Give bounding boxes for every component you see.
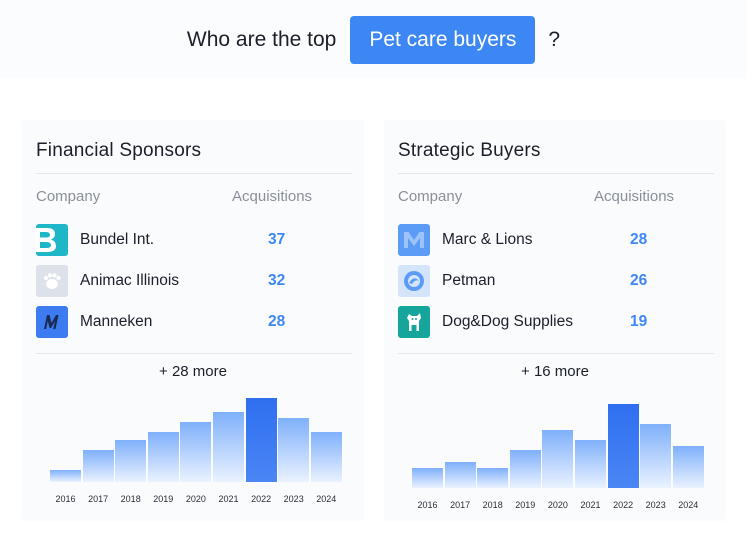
chart-bar-2023: [278, 418, 310, 482]
acquisitions-count: 28: [268, 313, 286, 330]
acquisitions-count: 28: [630, 231, 648, 248]
x-axis-tick-label: 2017: [88, 494, 109, 504]
company-name: Dog&Dog Supplies: [442, 313, 573, 330]
acquisitions-count: 37: [268, 231, 286, 248]
column-header-acquisitions: Acquisitions: [232, 188, 313, 205]
table-row[interactable]: Bundel Int. 37: [36, 224, 336, 256]
x-axis-tick-label: 2021: [580, 500, 601, 510]
acquisitions-by-year-chart: 2016 2017 2018 2019 2020 2021 2022 2023 2024: [22, 390, 364, 516]
x-axis-tick-label: 2016: [55, 494, 76, 504]
financial-sponsors-panel: Financial Sponsors Company Acquisitions …: [22, 120, 364, 521]
strategic-buyers-panel: Strategic Buyers Company Acquisitions Ma…: [384, 120, 726, 521]
x-axis-tick-label: 2023: [283, 494, 304, 504]
company-name: Petman: [442, 272, 496, 289]
x-axis-tick-label: 2022: [251, 494, 272, 504]
panel-title: Financial Sponsors: [36, 140, 202, 161]
x-axis-tick-label: 2020: [547, 500, 568, 510]
bundel-logo-icon: [36, 224, 68, 256]
title-divider: [398, 173, 714, 174]
chart-bar-2021: [213, 412, 244, 482]
table-row[interactable]: Dog&Dog Supplies 19: [398, 306, 698, 338]
paw-logo-icon: [36, 265, 68, 297]
x-axis-tick-label: 2018: [120, 494, 141, 504]
chart-bar-2019: [509, 450, 541, 488]
acquisitions-by-year-chart: 2016 2017 2018 2019 2020 2021 2022 2023 2024: [384, 390, 726, 516]
question-sentence: Who are the top Pet care buyers ?: [0, 16, 747, 64]
chart-bar-2018: [477, 468, 509, 488]
category-selector-button[interactable]: Pet care buyers: [350, 16, 536, 64]
company-name: Animac Illinois: [80, 272, 180, 289]
question-mark: ?: [548, 28, 561, 51]
chart-bar-2022: [607, 404, 639, 488]
company-name: Marc & Lions: [442, 231, 533, 248]
x-axis-tick-label: 2023: [645, 500, 666, 510]
chart-bar-2018: [115, 440, 147, 482]
x-axis-tick-label: 2022: [613, 500, 634, 510]
title-divider: [36, 173, 352, 174]
x-axis-tick-label: 2024: [678, 500, 699, 510]
table-row[interactable]: Petman 26: [398, 265, 698, 297]
chart-bar-2020: [542, 430, 574, 488]
question-prefix: Who are the top: [186, 28, 337, 51]
acquisitions-count: 19: [630, 313, 648, 330]
table-divider: [36, 353, 352, 354]
x-axis-tick-label: 2019: [515, 500, 536, 510]
acquisitions-count: 32: [268, 272, 286, 289]
chart-bar-2024: [672, 446, 704, 488]
show-more-link[interactable]: + 16 more: [521, 363, 589, 380]
round-logo-icon: [398, 265, 430, 297]
company-name: Manneken: [80, 313, 153, 330]
show-more-link[interactable]: + 28 more: [159, 363, 227, 380]
column-header-company: Company: [36, 188, 101, 205]
chart-bar-2016: [50, 470, 81, 482]
chart-bar-2017: [444, 462, 476, 488]
x-axis-tick-label: 2024: [316, 494, 337, 504]
chart-bar-2019: [147, 432, 179, 482]
table-row[interactable]: Animac Illinois 32: [36, 265, 336, 297]
column-header-company: Company: [398, 188, 463, 205]
m-italic-logo-icon: [36, 306, 68, 338]
chart-bar-2017: [82, 450, 114, 482]
column-header-acquisitions: Acquisitions: [594, 188, 675, 205]
x-axis-tick-label: 2021: [218, 494, 239, 504]
chart-bar-2023: [640, 424, 672, 488]
x-axis-tick-label: 2016: [417, 500, 438, 510]
x-axis-tick-label: 2017: [450, 500, 471, 510]
chart-bar-2024: [310, 432, 342, 482]
chart-bar-2021: [575, 440, 606, 488]
table-divider: [398, 353, 714, 354]
panel-title: Strategic Buyers: [398, 140, 541, 161]
m-block-logo-icon: [398, 224, 430, 256]
table-row[interactable]: Marc & Lions 28: [398, 224, 698, 256]
chart-bar-2020: [180, 422, 212, 482]
company-name: Bundel Int.: [80, 231, 155, 248]
acquisitions-count: 26: [630, 272, 648, 289]
x-axis-tick-label: 2018: [482, 500, 503, 510]
dog-logo-icon: [398, 306, 430, 338]
table-row[interactable]: Manneken 28: [36, 306, 336, 338]
x-axis-tick-label: 2020: [185, 494, 206, 504]
x-axis-tick-label: 2019: [153, 494, 174, 504]
chart-bar-2022: [245, 398, 277, 482]
chart-bar-2016: [412, 468, 443, 488]
